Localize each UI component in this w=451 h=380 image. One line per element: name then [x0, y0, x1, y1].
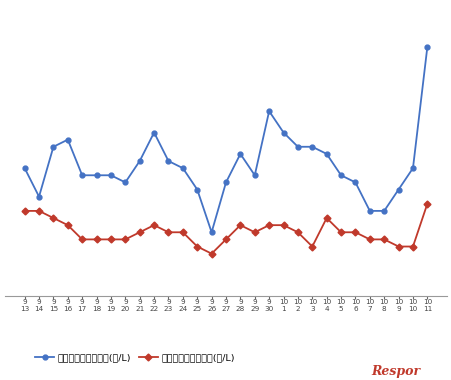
レギュラー実売価格(円/L)	[266, 223, 271, 228]
レギュラー実売価格(円/L)	[280, 223, 285, 228]
レギュラー看板価格(円/L)	[252, 173, 257, 177]
Text: Respor: Respor	[370, 365, 419, 378]
レギュラー実売価格(円/L)	[166, 230, 171, 234]
レギュラー実売価格(円/L)	[180, 230, 185, 234]
レギュラー実売価格(円/L)	[237, 223, 243, 228]
レギュラー看板価格(円/L)	[295, 144, 300, 149]
レギュラー看板価格(円/L)	[122, 180, 128, 185]
レギュラー実売価格(円/L)	[22, 209, 28, 213]
Line: レギュラー実売価格(円/L): レギュラー実売価格(円/L)	[22, 201, 429, 256]
レギュラー実売価格(円/L)	[51, 216, 56, 220]
レギュラー看板価格(円/L)	[108, 173, 113, 177]
レギュラー看板価格(円/L)	[79, 173, 85, 177]
Line: レギュラー看板価格(円/L): レギュラー看板価格(円/L)	[22, 44, 429, 235]
レギュラー実売価格(円/L)	[295, 230, 300, 234]
レギュラー看板価格(円/L)	[237, 152, 243, 156]
レギュラー実売価格(円/L)	[36, 209, 41, 213]
レギュラー看板価格(円/L)	[352, 180, 357, 185]
レギュラー実売価格(円/L)	[252, 230, 257, 234]
Legend: レギュラー看板価格(円/L), レギュラー実売価格(円/L): レギュラー看板価格(円/L), レギュラー実売価格(円/L)	[31, 350, 238, 366]
レギュラー看板価格(円/L)	[94, 173, 99, 177]
レギュラー看板価格(円/L)	[410, 166, 415, 171]
レギュラー看板価格(円/L)	[309, 144, 314, 149]
レギュラー実売価格(円/L)	[323, 216, 329, 220]
レギュラー実売価格(円/L)	[309, 244, 314, 249]
レギュラー看板価格(円/L)	[323, 152, 329, 156]
レギュラー看板価格(円/L)	[166, 159, 171, 163]
レギュラー実売価格(円/L)	[122, 237, 128, 242]
レギュラー実売価格(円/L)	[151, 223, 156, 228]
レギュラー実売価格(円/L)	[410, 244, 415, 249]
レギュラー実売価格(円/L)	[65, 223, 70, 228]
レギュラー実売価格(円/L)	[208, 252, 214, 256]
レギュラー実売価格(円/L)	[338, 230, 343, 234]
レギュラー看板価格(円/L)	[51, 144, 56, 149]
レギュラー看板価格(円/L)	[395, 187, 400, 192]
レギュラー看板価格(円/L)	[208, 230, 214, 234]
レギュラー看板価格(円/L)	[151, 130, 156, 135]
レギュラー看板価格(円/L)	[366, 209, 372, 213]
レギュラー看板価格(円/L)	[137, 159, 142, 163]
レギュラー看板価格(円/L)	[280, 130, 285, 135]
レギュラー実売価格(円/L)	[366, 237, 372, 242]
レギュラー実売価格(円/L)	[352, 230, 357, 234]
レギュラー実売価格(円/L)	[137, 230, 142, 234]
レギュラー看板価格(円/L)	[338, 173, 343, 177]
レギュラー看板価格(円/L)	[36, 195, 41, 199]
レギュラー実売価格(円/L)	[194, 244, 199, 249]
レギュラー看板価格(円/L)	[266, 109, 271, 114]
レギュラー看板価格(円/L)	[22, 166, 28, 171]
レギュラー看板価格(円/L)	[194, 187, 199, 192]
レギュラー看板価格(円/L)	[65, 138, 70, 142]
レギュラー看板価格(円/L)	[180, 166, 185, 171]
レギュラー実売価格(円/L)	[381, 237, 386, 242]
レギュラー看板価格(円/L)	[223, 180, 228, 185]
レギュラー実売価格(円/L)	[94, 237, 99, 242]
レギュラー実売価格(円/L)	[223, 237, 228, 242]
レギュラー実売価格(円/L)	[79, 237, 85, 242]
レギュラー実売価格(円/L)	[395, 244, 400, 249]
レギュラー看板価格(円/L)	[423, 45, 429, 49]
レギュラー実売価格(円/L)	[108, 237, 113, 242]
レギュラー看板価格(円/L)	[381, 209, 386, 213]
レギュラー実売価格(円/L)	[423, 201, 429, 206]
